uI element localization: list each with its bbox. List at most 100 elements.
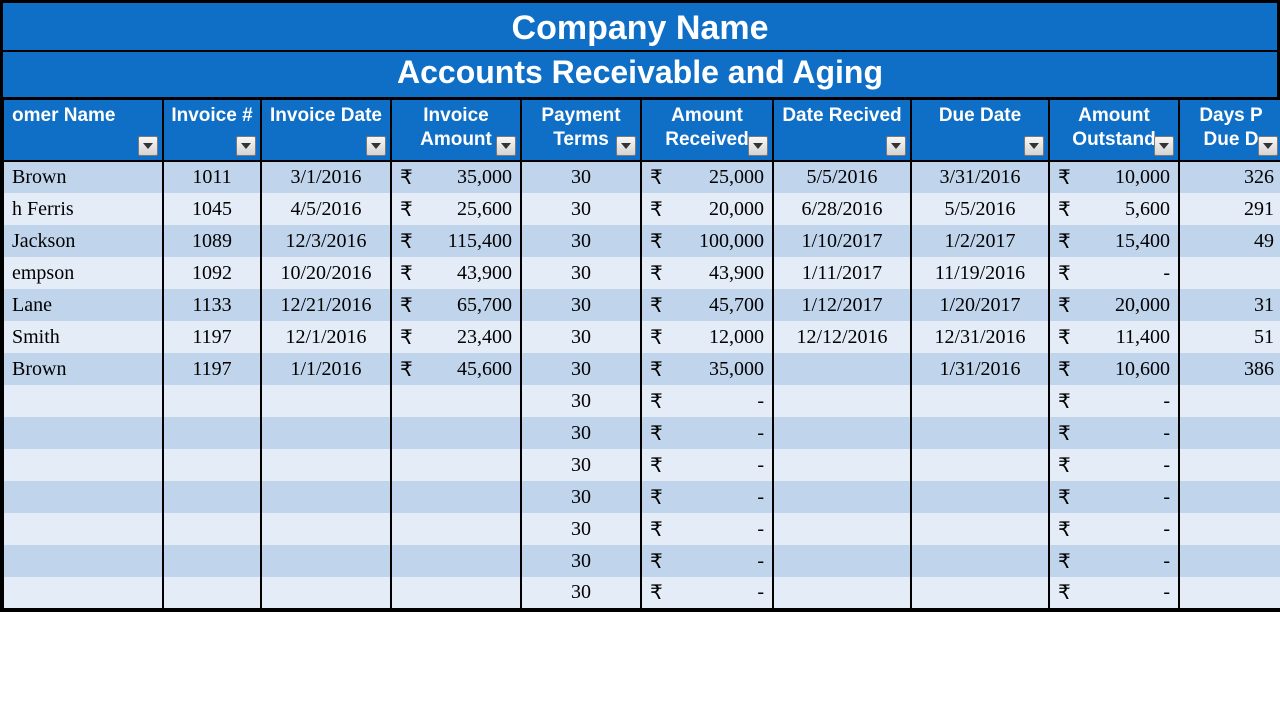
cell-invoice_no[interactable]: 1045 [163,193,261,225]
cell-terms[interactable]: 30 [521,225,641,257]
cell-invoice_amt[interactable]: ₹23,400 [391,321,521,353]
cell-due_date[interactable] [911,481,1049,513]
filter-dropdown-button[interactable] [496,136,516,156]
cell-date_recv[interactable]: 5/5/2016 [773,161,911,193]
cell-invoice_no[interactable]: 1089 [163,225,261,257]
column-header-invoice_date[interactable]: Invoice Date [261,99,391,161]
cell-customer[interactable] [3,577,163,609]
cell-invoice_amt[interactable]: ₹35,000 [391,161,521,193]
column-header-days_past[interactable]: Days P Due D [1179,99,1280,161]
cell-invoice_amt[interactable] [391,577,521,609]
cell-invoice_date[interactable]: 10/20/2016 [261,257,391,289]
cell-customer[interactable] [3,545,163,577]
cell-invoice_date[interactable]: 12/21/2016 [261,289,391,321]
cell-amt_out[interactable]: ₹15,400 [1049,225,1179,257]
cell-invoice_date[interactable] [261,417,391,449]
filter-dropdown-button[interactable] [1258,136,1278,156]
cell-invoice_date[interactable] [261,449,391,481]
cell-date_recv[interactable] [773,545,911,577]
cell-invoice_no[interactable] [163,577,261,609]
cell-amt_out[interactable]: ₹11,400 [1049,321,1179,353]
cell-due_date[interactable] [911,385,1049,417]
cell-invoice_amt[interactable] [391,481,521,513]
cell-due_date[interactable]: 1/2/2017 [911,225,1049,257]
cell-amt_out[interactable]: ₹- [1049,417,1179,449]
cell-amt_recv[interactable]: ₹- [641,545,773,577]
cell-due_date[interactable] [911,449,1049,481]
cell-date_recv[interactable]: 1/11/2017 [773,257,911,289]
cell-days_past[interactable] [1179,513,1280,545]
cell-days_past[interactable]: 326 [1179,161,1280,193]
cell-amt_out[interactable]: ₹- [1049,257,1179,289]
cell-days_past[interactable]: 51 [1179,321,1280,353]
cell-days_past[interactable]: 31 [1179,289,1280,321]
cell-terms[interactable]: 30 [521,513,641,545]
cell-amt_recv[interactable]: ₹25,000 [641,161,773,193]
cell-invoice_no[interactable]: 1197 [163,353,261,385]
cell-amt_out[interactable]: ₹20,000 [1049,289,1179,321]
cell-due_date[interactable]: 1/31/2016 [911,353,1049,385]
column-header-amt_out[interactable]: Amount Outstand [1049,99,1179,161]
cell-days_past[interactable] [1179,417,1280,449]
cell-due_date[interactable]: 3/31/2016 [911,161,1049,193]
cell-amt_out[interactable]: ₹- [1049,513,1179,545]
cell-invoice_date[interactable] [261,481,391,513]
cell-invoice_date[interactable]: 12/1/2016 [261,321,391,353]
filter-dropdown-button[interactable] [236,136,256,156]
cell-invoice_date[interactable]: 4/5/2016 [261,193,391,225]
cell-amt_out[interactable]: ₹- [1049,449,1179,481]
cell-customer[interactable]: Lane [3,289,163,321]
cell-customer[interactable]: Smith [3,321,163,353]
filter-dropdown-button[interactable] [1154,136,1174,156]
cell-invoice_amt[interactable] [391,385,521,417]
cell-invoice_amt[interactable] [391,417,521,449]
cell-invoice_amt[interactable] [391,513,521,545]
cell-invoice_amt[interactable] [391,545,521,577]
cell-invoice_amt[interactable]: ₹115,400 [391,225,521,257]
cell-days_past[interactable] [1179,481,1280,513]
cell-date_recv[interactable] [773,481,911,513]
cell-terms[interactable]: 30 [521,577,641,609]
cell-customer[interactable]: Brown [3,161,163,193]
cell-terms[interactable]: 30 [521,193,641,225]
cell-amt_recv[interactable]: ₹12,000 [641,321,773,353]
cell-invoice_no[interactable] [163,417,261,449]
filter-dropdown-button[interactable] [138,136,158,156]
cell-date_recv[interactable]: 1/10/2017 [773,225,911,257]
cell-date_recv[interactable] [773,449,911,481]
cell-amt_recv[interactable]: ₹- [641,449,773,481]
cell-amt_out[interactable]: ₹10,000 [1049,161,1179,193]
cell-days_past[interactable] [1179,545,1280,577]
cell-invoice_date[interactable] [261,385,391,417]
filter-dropdown-button[interactable] [1024,136,1044,156]
cell-due_date[interactable]: 12/31/2016 [911,321,1049,353]
column-header-due_date[interactable]: Due Date [911,99,1049,161]
cell-invoice_no[interactable]: 1092 [163,257,261,289]
cell-customer[interactable] [3,417,163,449]
cell-invoice_date[interactable] [261,513,391,545]
cell-terms[interactable]: 30 [521,449,641,481]
cell-days_past[interactable]: 386 [1179,353,1280,385]
cell-invoice_no[interactable]: 1197 [163,321,261,353]
cell-invoice_no[interactable]: 1133 [163,289,261,321]
cell-days_past[interactable] [1179,257,1280,289]
cell-amt_recv[interactable]: ₹- [641,577,773,609]
cell-invoice_no[interactable] [163,513,261,545]
cell-date_recv[interactable] [773,353,911,385]
cell-customer[interactable] [3,513,163,545]
filter-dropdown-button[interactable] [616,136,636,156]
cell-amt_recv[interactable]: ₹- [641,481,773,513]
cell-amt_out[interactable]: ₹- [1049,481,1179,513]
column-header-amt_recv[interactable]: Amount Received [641,99,773,161]
cell-terms[interactable]: 30 [521,545,641,577]
cell-days_past[interactable]: 291 [1179,193,1280,225]
filter-dropdown-button[interactable] [366,136,386,156]
cell-due_date[interactable] [911,417,1049,449]
column-header-date_recv[interactable]: Date Recived [773,99,911,161]
column-header-customer[interactable]: omer Name [3,99,163,161]
cell-date_recv[interactable] [773,417,911,449]
cell-invoice_date[interactable]: 12/3/2016 [261,225,391,257]
cell-amt_recv[interactable]: ₹35,000 [641,353,773,385]
cell-amt_out[interactable]: ₹10,600 [1049,353,1179,385]
cell-customer[interactable] [3,481,163,513]
